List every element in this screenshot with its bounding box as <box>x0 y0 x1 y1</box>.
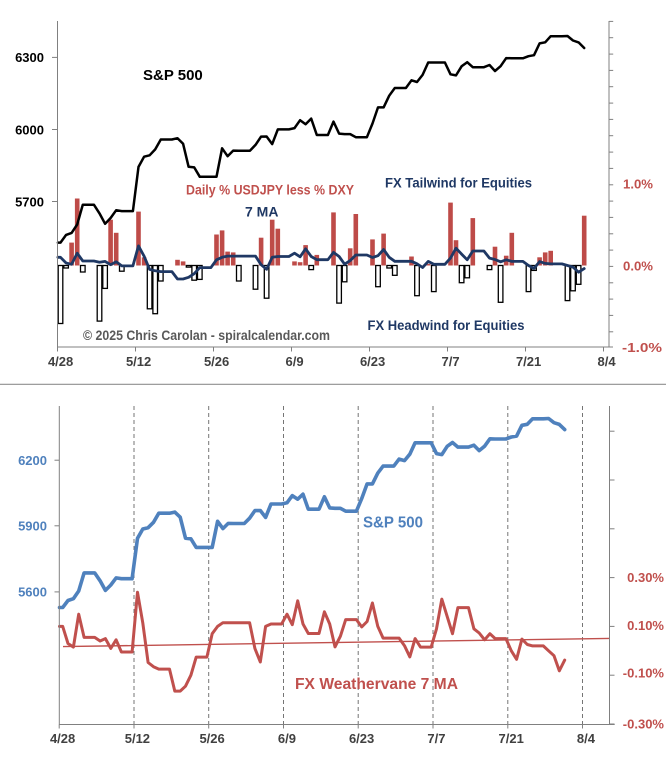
svg-text:© 2025 Chris Carolan - spiralc: © 2025 Chris Carolan - spiralcalendar.co… <box>83 327 330 343</box>
svg-text:Daily % USDJPY less % DXY: Daily % USDJPY less % DXY <box>186 182 355 198</box>
svg-text:6/23: 6/23 <box>360 354 385 369</box>
svg-text:FX Headwind for Equities: FX Headwind for Equities <box>368 317 525 333</box>
svg-text:8/4: 8/4 <box>598 354 617 369</box>
svg-text:FX Weathervane 7 MA: FX Weathervane 7 MA <box>295 676 458 693</box>
svg-text:5/26: 5/26 <box>204 354 229 369</box>
svg-text:5700: 5700 <box>15 194 44 209</box>
svg-text:S&P 500: S&P 500 <box>143 67 203 84</box>
svg-text:5600: 5600 <box>18 585 47 600</box>
svg-text:-0.10%: -0.10% <box>623 665 665 680</box>
svg-text:4/28: 4/28 <box>50 731 75 746</box>
svg-text:0.30%: 0.30% <box>627 570 664 585</box>
svg-text:7/21: 7/21 <box>516 354 541 369</box>
svg-text:6300: 6300 <box>15 50 44 65</box>
svg-text:1.0%: 1.0% <box>623 177 653 192</box>
svg-text:5/12: 5/12 <box>126 354 151 369</box>
svg-text:4/28: 4/28 <box>48 354 73 369</box>
svg-text:-0.30%: -0.30% <box>623 717 665 732</box>
svg-text:7 MA: 7 MA <box>245 204 278 220</box>
svg-text:6000: 6000 <box>15 122 44 137</box>
svg-text:6/23: 6/23 <box>349 731 374 746</box>
svg-text:6/9: 6/9 <box>278 731 296 746</box>
svg-text:-1.0%: -1.0% <box>622 340 663 355</box>
svg-text:7/7: 7/7 <box>427 731 445 746</box>
svg-text:6200: 6200 <box>18 453 47 468</box>
svg-text:7/21: 7/21 <box>499 731 524 746</box>
svg-text:5/12: 5/12 <box>125 731 150 746</box>
svg-text:5900: 5900 <box>18 519 47 534</box>
svg-text:6/9: 6/9 <box>286 354 304 369</box>
svg-text:S&P 500: S&P 500 <box>363 515 423 532</box>
svg-text:5/26: 5/26 <box>199 731 224 746</box>
svg-text:7/7: 7/7 <box>442 354 460 369</box>
svg-text:0.10%: 0.10% <box>627 618 664 633</box>
svg-text:0.0%: 0.0% <box>623 259 653 274</box>
svg-text:8/4: 8/4 <box>577 731 596 746</box>
svg-text:FX Tailwind for Equities: FX Tailwind for Equities <box>385 175 532 191</box>
